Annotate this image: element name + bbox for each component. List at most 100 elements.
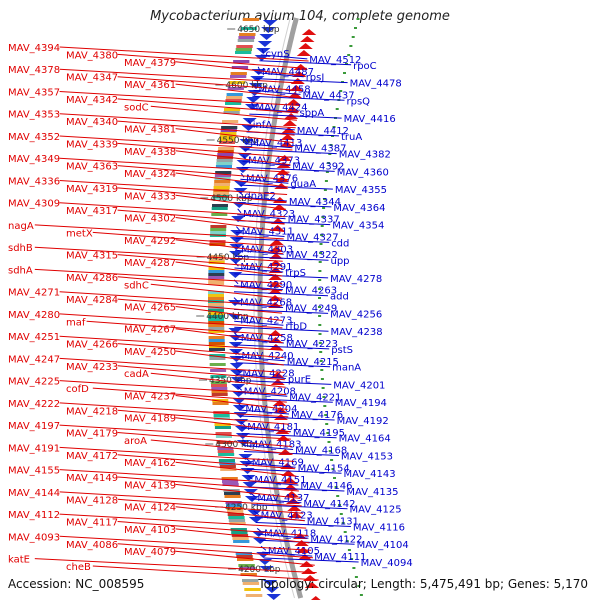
right-leader-line (238, 397, 333, 403)
left-gene-label: MAV_4155 (8, 466, 60, 477)
left-leader-line (117, 53, 307, 69)
gene-arrow-forward (253, 538, 268, 544)
gc-dot (318, 270, 322, 272)
feature-stripe (214, 426, 231, 429)
gene-arrow-reverse (270, 372, 285, 378)
feature-stripe (209, 348, 225, 351)
feature-stripe (214, 423, 231, 426)
left-leader-line (92, 387, 287, 403)
left-gene-label: katE (8, 555, 30, 566)
right-gene-label: MAV_4094 (361, 558, 413, 569)
right-leader-line (235, 356, 285, 362)
gene-arrow-forward (256, 48, 271, 54)
right-gene-label: purE (288, 375, 311, 386)
gc-dot (327, 441, 331, 443)
feature-stripe (217, 450, 234, 453)
gc-dot (331, 468, 335, 470)
left-leader-line (175, 528, 310, 544)
gene-arrow-forward (247, 510, 262, 516)
right-leader-line (236, 374, 286, 379)
feature-stripe (209, 363, 226, 366)
left-gene-label: MAV_4380 (66, 50, 118, 61)
gc-dot (321, 216, 325, 218)
right-gene-label: MAV_4458 (259, 85, 311, 96)
right-leader-line (238, 196, 287, 202)
gc-dot (345, 540, 349, 542)
gene-arrow-forward (261, 27, 276, 33)
gc-dot (318, 288, 322, 290)
left-leader-line (175, 350, 284, 366)
left-leader-line (117, 187, 287, 203)
gene-arrow-forward (259, 34, 274, 40)
left-leader-line (117, 98, 299, 114)
left-gene-label: MAV_4381 (124, 125, 176, 136)
right-gene-label: MAV_4311 (242, 227, 294, 238)
right-leader-line (234, 344, 330, 350)
feature-stripe (208, 336, 225, 339)
right-leader-line (234, 326, 329, 332)
feature-stripe (239, 567, 256, 570)
right-gene-label: add (330, 292, 349, 303)
gene-arrow-forward (243, 489, 258, 495)
feature-stripe (212, 402, 229, 405)
gc-dot (357, 585, 361, 587)
right-gene-label: MAV_4413 (250, 138, 302, 149)
right-leader-line (258, 533, 309, 539)
right-gene-label: MAV_4387 (294, 144, 346, 155)
left-leader-line (59, 291, 283, 307)
gc-dot (356, 18, 360, 20)
feature-stripe (221, 477, 238, 480)
right-gene-label: manA (332, 363, 361, 374)
left-gene-label: MAV_4128 (66, 495, 118, 506)
right-gene-label: MAV_4373 (248, 156, 300, 167)
summary-text: Topology: circular; Length: 5,475,491 bp… (258, 577, 588, 591)
tick-label: 4650 kbp (237, 25, 280, 35)
left-gene-label: MAV_4197 (8, 421, 60, 432)
left-leader-line (59, 202, 286, 218)
right-gene-label: MAV_4125 (350, 505, 402, 516)
feature-stripe (208, 291, 224, 294)
gc-dot (339, 90, 343, 92)
feature-stripe (227, 510, 244, 513)
feature-stripe (216, 159, 233, 162)
gene-arrow-forward (235, 167, 250, 173)
right-leader-line (240, 178, 289, 184)
feature-stripe (240, 27, 257, 30)
right-gene-label: rfbD (285, 321, 307, 332)
gene-arrow-reverse (304, 582, 320, 588)
left-leader-line (34, 224, 284, 240)
gc-dot (319, 252, 323, 254)
feature-stripe (229, 522, 246, 525)
left-gene-label: aroA (124, 436, 147, 447)
left-leader-line (117, 432, 292, 447)
right-gene-label: MAV_4151 (254, 475, 306, 486)
feature-stripe (213, 186, 230, 189)
right-gene-label: MAV_4424 (256, 102, 308, 113)
left-leader-line (117, 120, 295, 136)
left-leader-line (175, 61, 306, 77)
gc-dot (336, 495, 340, 497)
left-gene-label: MAV_4309 (8, 199, 60, 210)
gene-arrow-forward (266, 594, 281, 600)
left-leader-line (117, 365, 285, 381)
feature-stripe (208, 297, 224, 300)
right-leader-line (236, 379, 332, 385)
gene-arrow-forward (239, 139, 254, 145)
right-gene-label: MAV_4221 (289, 392, 341, 403)
gc-dot (318, 315, 322, 317)
left-leader-line (59, 380, 287, 396)
gc-dot (334, 486, 338, 488)
gene-arrow-forward (248, 517, 264, 523)
right-leader-line (242, 161, 291, 166)
gene-arrow-reverse (270, 225, 285, 231)
accession-text: Accession: NC_008595 (8, 577, 145, 591)
feature-stripe (236, 555, 253, 558)
left-gene-label: MAV_4280 (8, 310, 60, 321)
gc-dot (318, 261, 322, 263)
right-gene-label: MAV_4168 (295, 446, 347, 457)
gene-arrow-reverse (301, 568, 316, 574)
gene-arrow-reverse (272, 400, 287, 406)
right-leader-line (233, 303, 284, 308)
feature-stripe (212, 399, 229, 402)
left-leader-line (150, 439, 293, 455)
